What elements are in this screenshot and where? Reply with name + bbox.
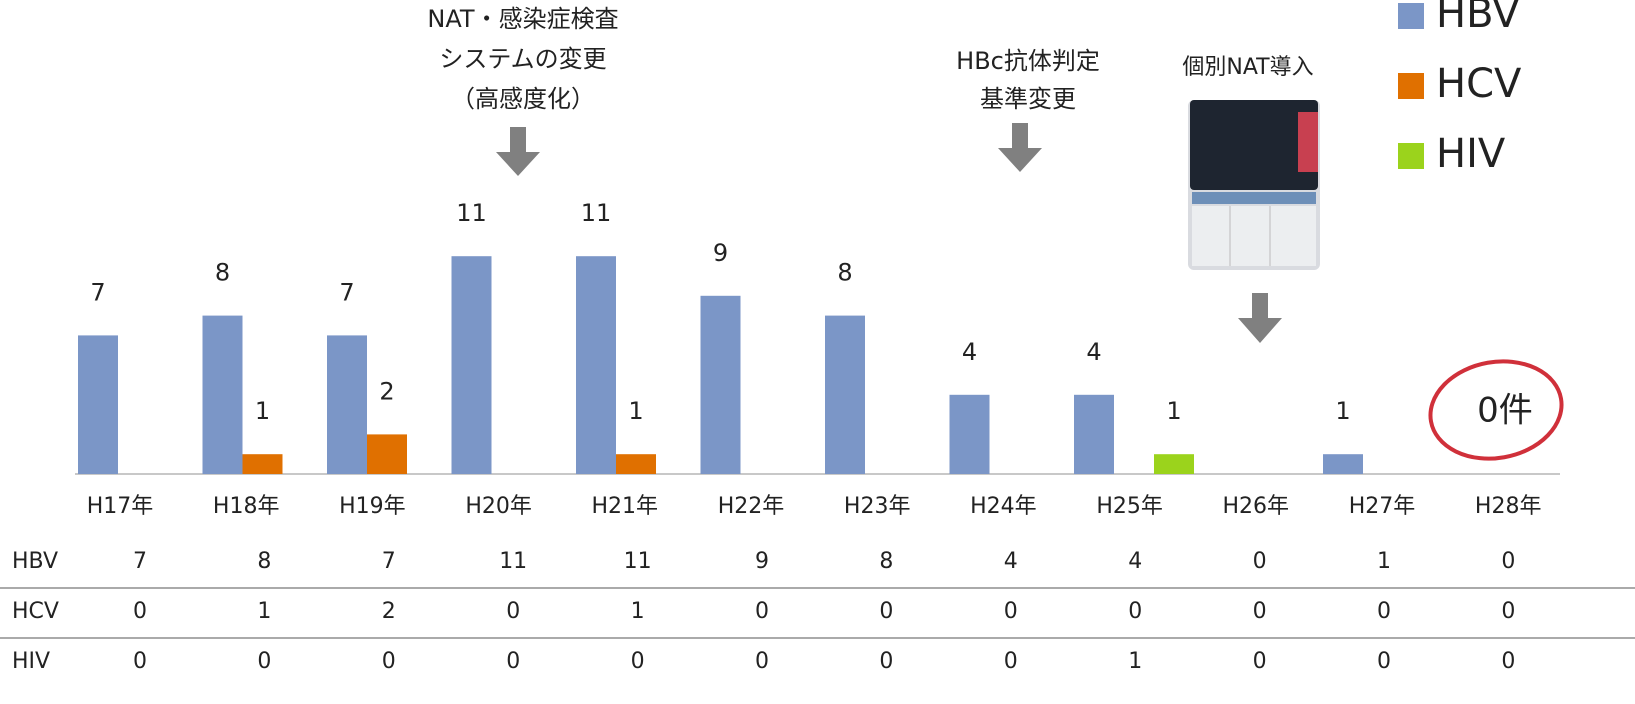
table-cell: 0 bbox=[755, 649, 769, 674]
table-row-label: HBV bbox=[12, 549, 58, 574]
legend-label: HBV bbox=[1436, 0, 1520, 37]
table-cell: 1 bbox=[631, 599, 645, 624]
legend-swatch bbox=[1398, 73, 1424, 99]
x-tick-label: H25年 bbox=[1096, 494, 1163, 519]
table-cell: 7 bbox=[133, 549, 147, 574]
table-cell: 4 bbox=[1128, 549, 1142, 574]
bar bbox=[616, 454, 656, 474]
legend-swatch bbox=[1398, 3, 1424, 29]
x-tick-label: H22年 bbox=[718, 494, 785, 519]
table-row-label: HCV bbox=[12, 599, 59, 624]
table-cell: 0 bbox=[1253, 599, 1267, 624]
table-cell: 0 bbox=[1253, 649, 1267, 674]
bar bbox=[576, 256, 616, 474]
table-cell: 0 bbox=[133, 649, 147, 674]
data-label: 7 bbox=[90, 278, 105, 306]
annotation: HBc抗体判定 bbox=[956, 47, 1100, 75]
table-cell: 8 bbox=[257, 549, 271, 574]
annotation: NAT・感染症検査 bbox=[427, 5, 618, 33]
table-cell: 0 bbox=[1128, 599, 1142, 624]
highlight-circle bbox=[1428, 359, 1564, 461]
data-label: 11 bbox=[456, 199, 487, 227]
table-cell: 0 bbox=[257, 649, 271, 674]
bar bbox=[78, 335, 118, 474]
bar bbox=[367, 434, 407, 474]
bar bbox=[825, 315, 865, 474]
annotation: （高感度化） bbox=[451, 85, 595, 113]
data-label: 4 bbox=[1086, 338, 1101, 366]
x-tick-label: H23年 bbox=[844, 494, 911, 519]
bar bbox=[451, 256, 492, 474]
data-label: 1 bbox=[628, 397, 643, 425]
x-tick-label: H27年 bbox=[1349, 494, 1416, 519]
annotation: 基準変更 bbox=[980, 85, 1076, 113]
data-label: 9 bbox=[713, 239, 728, 267]
bar bbox=[700, 295, 741, 474]
table-row-label: HIV bbox=[12, 649, 50, 674]
table-cell: 0 bbox=[382, 649, 396, 674]
table-cell: 0 bbox=[1377, 599, 1391, 624]
table-cell: 0 bbox=[133, 599, 147, 624]
x-tick-label: H17年 bbox=[87, 494, 154, 519]
table-cell: 0 bbox=[1004, 649, 1018, 674]
data-label: 2 bbox=[379, 377, 394, 405]
analyzer-image bbox=[1188, 100, 1320, 270]
x-tick-label: H19年 bbox=[339, 494, 406, 519]
data-label: 11 bbox=[581, 199, 612, 227]
data-label: 4 bbox=[962, 338, 977, 366]
x-tick-label: H24年 bbox=[970, 494, 1037, 519]
bar bbox=[327, 335, 367, 474]
table-cell: 0 bbox=[506, 599, 520, 624]
table-cell: 0 bbox=[1501, 599, 1515, 624]
table-cell: 1 bbox=[1128, 649, 1142, 674]
table-cell: 1 bbox=[257, 599, 271, 624]
bar bbox=[202, 315, 243, 474]
table-cell: 7 bbox=[382, 549, 396, 574]
data-label: 8 bbox=[837, 259, 852, 287]
annotation: システムの変更 bbox=[439, 45, 606, 73]
data-label: 1 bbox=[1166, 397, 1181, 425]
data-label: 8 bbox=[215, 259, 230, 287]
table-cell: 0 bbox=[879, 649, 893, 674]
bar bbox=[1323, 454, 1363, 474]
x-tick-label: H28年 bbox=[1475, 494, 1542, 519]
table-cell: 11 bbox=[499, 549, 527, 574]
table-cell: 0 bbox=[1377, 649, 1391, 674]
data-label: 1 bbox=[1335, 397, 1350, 425]
x-tick-label: H26年 bbox=[1223, 494, 1290, 519]
table-cell: 0 bbox=[1501, 549, 1515, 574]
table-cell: 9 bbox=[755, 549, 769, 574]
bar bbox=[242, 454, 283, 474]
table-cell: 11 bbox=[624, 549, 652, 574]
x-tick-label: H20年 bbox=[465, 494, 532, 519]
legend-swatch bbox=[1398, 143, 1424, 169]
table-cell: 0 bbox=[755, 599, 769, 624]
table-cell: 0 bbox=[1004, 599, 1018, 624]
table-cell: 4 bbox=[1004, 549, 1018, 574]
x-tick-label: H21年 bbox=[592, 494, 659, 519]
legend-label: HCV bbox=[1436, 61, 1522, 107]
bar bbox=[1154, 454, 1194, 474]
table-cell: 0 bbox=[1501, 649, 1515, 674]
arrows bbox=[496, 123, 1282, 343]
table-cell: 1 bbox=[1377, 549, 1391, 574]
table-cell: 0 bbox=[1253, 549, 1267, 574]
table-cell: 2 bbox=[382, 599, 396, 624]
table-cell: 0 bbox=[631, 649, 645, 674]
bar bbox=[1074, 394, 1114, 474]
legend-label: HIV bbox=[1436, 131, 1506, 177]
annotation: 0件 bbox=[1477, 391, 1533, 431]
x-tick-label: H18年 bbox=[213, 494, 280, 519]
bar bbox=[949, 394, 990, 474]
data-label: 1 bbox=[255, 397, 270, 425]
data-label: 7 bbox=[339, 278, 354, 306]
table-cell: 0 bbox=[879, 599, 893, 624]
table-cell: 0 bbox=[506, 649, 520, 674]
table-cell: 8 bbox=[879, 549, 893, 574]
annotation: 個別NAT導入 bbox=[1182, 55, 1313, 80]
